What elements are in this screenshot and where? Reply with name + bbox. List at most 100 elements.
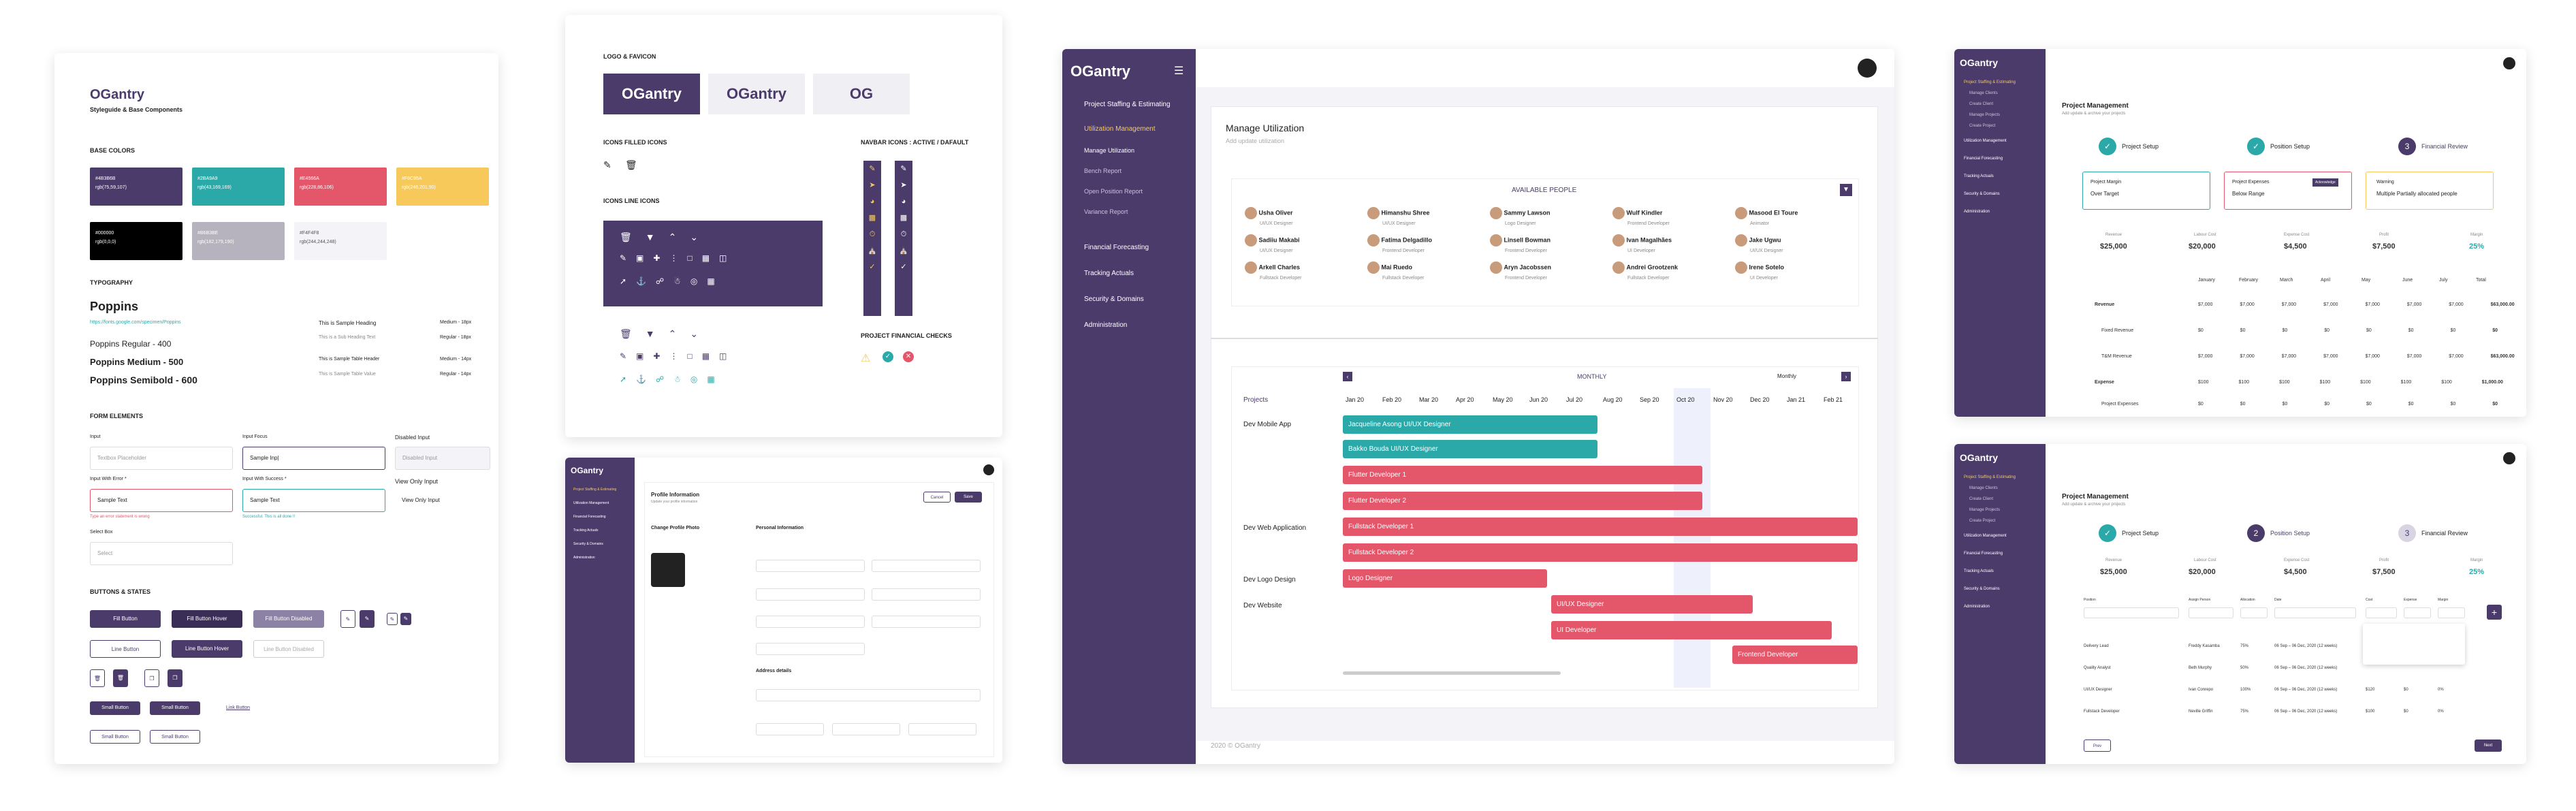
profile-nav-1[interactable]: Utilization Management	[573, 501, 609, 505]
subnav-variance[interactable]: Variance Report	[1084, 208, 1128, 215]
gantt-bar-0[interactable]: Jacqueline Asong UI/UX Designer	[1343, 415, 1597, 434]
person-10[interactable]: Arkell Charles Fullstack Developer	[1245, 261, 1301, 281]
gantt-bar-3[interactable]: Flutter Developer 2	[1343, 492, 1702, 510]
person-7[interactable]: Linsell Bowman Frontend Developer	[1490, 234, 1551, 253]
fin-nav-4[interactable]: Create Project	[1969, 124, 1996, 128]
last-name[interactable]	[872, 560, 981, 572]
line-button[interactable]: Line Button	[90, 640, 161, 658]
profile-nav-2[interactable]: Financial Forecasting	[573, 515, 606, 519]
small-button[interactable]: Small Button	[90, 701, 140, 715]
add-position-button[interactable]: +	[2487, 605, 2502, 620]
first-name[interactable]	[756, 560, 865, 572]
company[interactable]	[872, 616, 981, 628]
pos-row-0[interactable]: Delivery Lead	[2084, 644, 2109, 648]
gantt-scrollbar[interactable]	[1343, 671, 1561, 675]
person-6[interactable]: Fatima Delgadillo Frontend Developer	[1367, 234, 1432, 253]
fin-row-2-label[interactable]: T&M Revenue	[2101, 354, 2132, 359]
person-2[interactable]: Sammy Lawson Logo Designer	[1490, 207, 1551, 226]
company-role[interactable]	[756, 643, 865, 655]
profile-nav-3[interactable]: Tracking Actuals	[573, 528, 599, 532]
address-input[interactable]	[756, 689, 981, 701]
person-9[interactable]: Jake Ugwu UI/UX Designer	[1735, 234, 1783, 253]
nav-financial[interactable]: Financial Forecasting	[1084, 244, 1149, 251]
person-0[interactable]: Usha Oliver UI/UX Designer	[1245, 207, 1293, 226]
copy-button[interactable]: ❐	[144, 669, 159, 687]
person-8[interactable]: Ivan Magalhães UI Developer	[1612, 234, 1672, 253]
person-5[interactable]: Sadiiu Makabi UI/UX Designer	[1245, 234, 1300, 253]
fin-avatar[interactable]	[2503, 57, 2515, 69]
next-period-icon[interactable]: ›	[1841, 372, 1851, 381]
fin-nav-8[interactable]: Security & Domains	[1964, 192, 2000, 196]
profile-nav-5[interactable]: Administration	[573, 556, 595, 560]
filter-icon[interactable]: ▼	[1840, 184, 1852, 196]
fin-nav-1[interactable]: Manage Clients	[1969, 91, 1998, 95]
trash-button[interactable]: 🗑	[90, 669, 105, 687]
gender[interactable]	[756, 616, 865, 628]
person-11[interactable]: Mai Ruedo Fullstack Developer	[1367, 261, 1424, 281]
fin-nav-6[interactable]: Financial Forecasting	[1964, 157, 2003, 161]
prev-period-icon[interactable]: ‹	[1343, 372, 1352, 381]
prev-button[interactable]: Prev	[2084, 740, 2111, 752]
country[interactable]	[756, 723, 824, 735]
pos-input-cost[interactable]	[2366, 607, 2397, 618]
profile-nav-0[interactable]: Project Staffing & Estimating	[573, 488, 617, 492]
fin-nav-7[interactable]: Tracking Actuals	[1964, 174, 1994, 178]
pos-nav-0[interactable]: Project Staffing & Estimating	[1964, 475, 2016, 479]
person-3[interactable]: Wulf Kindler Frontend Developer	[1612, 207, 1670, 226]
error-input[interactable]: Sample Text	[90, 489, 233, 512]
nav-admin[interactable]: Administration	[1084, 321, 1128, 329]
gantt-bar-9[interactable]: Frontend Developer	[1732, 646, 1858, 664]
font-link[interactable]: https://fonts.google.com/specimen/Poppin…	[90, 320, 181, 325]
focus-input[interactable]: Sample Inp|	[242, 447, 385, 470]
icon-button-edit-hover[interactable]: ✎	[360, 610, 375, 628]
pos-nav-5[interactable]: Utilization Management	[1964, 534, 2007, 538]
fin-nav-2[interactable]: Create Client	[1969, 102, 1994, 106]
monthly-select[interactable]: Monthly	[1777, 373, 1797, 379]
profile-nav-4[interactable]: Security & Domains	[573, 542, 603, 546]
user-avatar[interactable]	[1858, 59, 1877, 78]
gantt-bar-2[interactable]: Flutter Developer 1	[1343, 466, 1702, 484]
gantt-bar-1[interactable]: Bakko Bouda UI/UX Designer	[1343, 440, 1597, 458]
pos-nav-7[interactable]: Tracking Actuals	[1964, 569, 1994, 573]
hamburger-icon[interactable]: ☰	[1174, 65, 1184, 77]
pos-nav-1[interactable]: Manage Clients	[1969, 486, 1998, 490]
work-phone[interactable]	[756, 588, 865, 601]
state[interactable]	[832, 723, 900, 735]
gantt-bar-7[interactable]: UI/UX Designer	[1551, 595, 1753, 614]
pos-input-alloc[interactable]	[2240, 607, 2268, 618]
profile-avatar[interactable]	[983, 464, 994, 475]
copy-button-hover[interactable]: ❐	[168, 669, 182, 687]
nav-security[interactable]: Security & Domains	[1084, 296, 1144, 303]
fin-nav-5[interactable]: Utilization Management	[1964, 139, 2007, 143]
trash-button-hover[interactable]: 🗑	[113, 669, 128, 687]
gantt-bar-5[interactable]: Fullstack Developer 2	[1343, 543, 1858, 562]
icon-button-edit[interactable]: ✎	[340, 610, 355, 628]
fill-button-hover[interactable]: Fill Button Hover	[172, 610, 242, 628]
subnav-bench[interactable]: Bench Report	[1084, 168, 1122, 174]
pos-input-position[interactable]	[2084, 607, 2179, 618]
select-box[interactable]: Select	[90, 542, 233, 565]
small-button-hover[interactable]: Small Button	[150, 701, 200, 715]
fin-nav-0[interactable]: Project Staffing & Estimating	[1964, 80, 2016, 84]
pos-nav-6[interactable]: Financial Forecasting	[1964, 552, 2003, 556]
nav-tracking[interactable]: Tracking Actuals	[1084, 270, 1134, 277]
pos-nav-8[interactable]: Security & Domains	[1964, 587, 2000, 591]
fill-button[interactable]: Fill Button	[90, 610, 161, 628]
small-line-button[interactable]: Small Button	[90, 730, 140, 744]
gantt-bar-8[interactable]: UI Developer	[1551, 621, 1832, 639]
pos-row-3[interactable]: Fullstack Developer	[2084, 710, 2120, 714]
sample-input[interactable]: Textbox Placeholder	[90, 447, 233, 470]
person-14[interactable]: Irene Sotelo UI Developer	[1735, 261, 1784, 281]
pos-row-2[interactable]: UI/UX Designer	[2084, 688, 2112, 692]
mobile-phone[interactable]	[872, 588, 981, 601]
link-button[interactable]: Link Button	[226, 705, 251, 710]
pos-input-margin[interactable]	[2438, 607, 2465, 618]
person-4[interactable]: Masood El Toure Animator	[1735, 207, 1798, 226]
pos-row-1[interactable]: Quality Analyst	[2084, 666, 2111, 670]
acknowledge-button[interactable]: Acknowledge	[2312, 178, 2338, 187]
person-1[interactable]: Himanshu Shree UI/UX Designer	[1367, 207, 1430, 226]
nav-project-staffing[interactable]: Project Staffing & Estimating	[1084, 101, 1171, 108]
fin-nav-9[interactable]: Administration	[1964, 210, 1990, 214]
city[interactable]	[908, 723, 976, 735]
splitter[interactable]	[1211, 338, 1878, 339]
